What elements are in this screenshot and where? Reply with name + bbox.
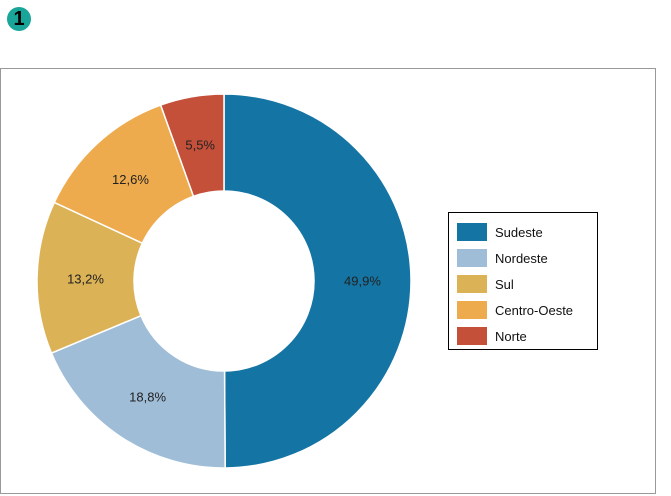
legend-swatch [457,301,487,319]
chart-frame [0,68,656,494]
legend-label: Nordeste [495,250,548,266]
legend-swatch [457,223,487,241]
legend: Sudeste Nordeste Sul Centro-Oeste Norte [448,212,598,350]
legend-swatch [457,249,487,267]
slice-norte [159,93,225,198]
figure-number-badge: 1 [7,7,31,31]
legend-item: Sul [457,271,597,297]
legend-label: Centro-Oeste [495,302,574,318]
legend-item: Sudeste [457,219,597,245]
data-label: 5,5% [185,138,215,153]
data-label: 13,2% [67,271,104,286]
data-label: 12,6% [112,172,149,187]
legend-swatch [457,327,487,345]
slice-sudeste [223,93,412,469]
legend-item: Norte [457,323,597,349]
legend-item: Centro-Oeste [457,297,597,323]
slice-nordeste [50,314,226,469]
legend-swatch [457,275,487,293]
legend-label: Sudeste [495,224,543,240]
legend-label: Norte [495,328,527,344]
legend-item: Nordeste [457,245,597,271]
data-label: 18,8% [129,390,166,405]
data-label: 49,9% [344,274,381,289]
legend-label: Sul [495,276,514,292]
